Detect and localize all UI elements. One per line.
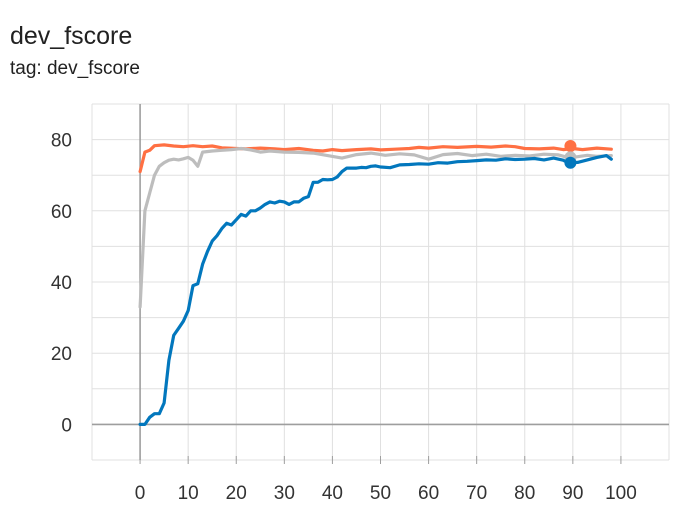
chart-title: dev_fscore bbox=[10, 22, 133, 50]
y-tick-label: 0 bbox=[61, 415, 72, 436]
chart-tag: tag: dev_fscore bbox=[10, 58, 140, 79]
x-tick-label: 80 bbox=[514, 483, 535, 504]
x-tick-label: 30 bbox=[274, 483, 295, 504]
series-line-3 bbox=[138, 154, 613, 426]
hover-markers bbox=[564, 140, 577, 169]
x-tick-label: 90 bbox=[562, 483, 583, 504]
x-tick-label: 70 bbox=[466, 483, 487, 504]
x-axis-ticks: 0 10 20 30 40 50 60 70 80 90 100 bbox=[135, 456, 637, 504]
x-tick-label: 20 bbox=[226, 483, 247, 504]
series-lines bbox=[138, 143, 613, 426]
x-tick-label: 40 bbox=[322, 483, 343, 504]
y-axis-ticks: 0 20 40 60 80 bbox=[51, 131, 72, 437]
series-marker-1 bbox=[564, 140, 577, 153]
series-line-1 bbox=[138, 143, 613, 174]
series-marker-3 bbox=[564, 156, 577, 169]
x-tick-label: 0 bbox=[135, 483, 146, 504]
x-tick-label: 10 bbox=[178, 483, 199, 504]
series-line-2 bbox=[138, 146, 613, 309]
y-tick-label: 20 bbox=[51, 344, 72, 365]
x-tick-label: 60 bbox=[418, 483, 439, 504]
y-tick-label: 40 bbox=[51, 273, 72, 294]
y-tick-label: 60 bbox=[51, 202, 72, 223]
x-tick-label: 100 bbox=[605, 483, 637, 504]
x-tick-label: 50 bbox=[370, 483, 391, 504]
y-tick-label: 80 bbox=[51, 131, 72, 152]
